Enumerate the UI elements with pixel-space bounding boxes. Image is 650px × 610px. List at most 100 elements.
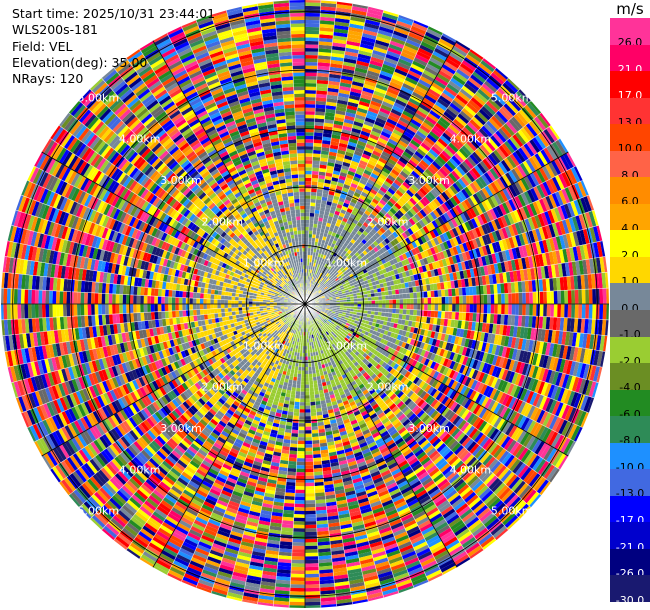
velocity-bin [391, 33, 407, 43]
velocity-bin [312, 454, 322, 459]
velocity-bin [359, 97, 372, 104]
velocity-bin [457, 178, 467, 189]
velocity-bin [343, 301, 348, 304]
velocity-bin [336, 3, 353, 10]
velocity-bin [346, 207, 353, 214]
velocity-bin [577, 181, 587, 198]
velocity-bin [346, 264, 352, 269]
velocity-bin [510, 211, 518, 224]
velocity-bin [392, 165, 402, 174]
velocity-bin [456, 214, 465, 225]
velocity-bin [340, 132, 351, 138]
velocity-bin [415, 221, 423, 230]
velocity-bin [552, 141, 564, 157]
velocity-bin [414, 192, 423, 201]
velocity-bin [404, 258, 410, 266]
velocity-bin [411, 280, 416, 287]
velocity-bin [319, 285, 323, 290]
velocity-bin [309, 212, 315, 217]
velocity-bin [327, 274, 331, 278]
velocity-bin [494, 252, 501, 264]
velocity-bin [478, 176, 488, 188]
velocity-bin [411, 240, 418, 249]
velocity-bin [316, 72, 330, 78]
velocity-bin [434, 297, 439, 304]
velocity-bin [443, 212, 451, 222]
velocity-bin [429, 283, 435, 291]
velocity-bin [402, 288, 407, 294]
velocity-bin [419, 209, 428, 218]
velocity-bin [444, 288, 449, 297]
velocity-bin [378, 279, 383, 285]
velocity-bin [424, 168, 434, 178]
velocity-bin [366, 110, 378, 118]
velocity-bin [509, 153, 520, 167]
velocity-bin [427, 60, 442, 71]
velocity-bin [436, 98, 450, 109]
velocity-bin [402, 151, 413, 160]
velocity-bin [386, 261, 392, 267]
velocity-bin [589, 258, 595, 274]
velocity-bin [475, 237, 482, 248]
velocity-bin [548, 161, 559, 177]
velocity-bin [345, 177, 353, 183]
velocity-bin [383, 180, 392, 188]
velocity-bin [449, 272, 454, 281]
velocity-bin [472, 205, 481, 217]
velocity-bin [360, 191, 369, 198]
velocity-bin [357, 301, 362, 304]
velocity-bin [313, 471, 323, 476]
velocity-bin [313, 290, 317, 294]
velocity-bin [589, 226, 597, 243]
velocity-bin [490, 263, 496, 275]
velocity-bin [305, 226, 310, 231]
velocity-bin [389, 207, 397, 215]
velocity-bin [469, 268, 475, 278]
velocity-bin [421, 121, 433, 131]
velocity-bin [500, 125, 513, 139]
velocity-bin [443, 147, 454, 158]
velocity-bin [400, 113, 412, 122]
velocity-bin [493, 283, 498, 295]
velocity-bin [421, 156, 432, 166]
velocity-bin [542, 278, 547, 292]
velocity-bin [422, 284, 428, 292]
velocity-bin [372, 49, 387, 58]
velocity-bin [340, 279, 345, 283]
velocity-bin [324, 179, 332, 184]
velocity-bin [424, 136, 436, 146]
velocity-bin [472, 71, 487, 84]
velocity-bin [550, 264, 557, 278]
velocity-bin [472, 180, 482, 192]
velocity-bin [466, 184, 476, 196]
velocity-bin [469, 207, 477, 219]
velocity-bin [515, 246, 522, 259]
velocity-bin [397, 139, 409, 149]
velocity-bin [431, 160, 442, 171]
velocity-bin [422, 97, 435, 107]
velocity-bin [545, 195, 554, 210]
velocity-bin [504, 293, 509, 304]
velocity-bin [464, 221, 472, 232]
velocity-bin [420, 272, 426, 280]
velocity-bin [436, 235, 443, 245]
velocity-bin [363, 294, 368, 298]
velocity-bin [311, 284, 314, 288]
velocity-bin [396, 304, 400, 309]
velocity-bin [501, 238, 509, 251]
velocity-bin [438, 274, 444, 283]
velocity-bin [535, 228, 543, 242]
velocity-bin [382, 97, 395, 106]
velocity-bin [403, 191, 412, 200]
velocity-bin [404, 42, 420, 51]
velocity-bin [451, 99, 464, 111]
velocity-bin [321, 283, 325, 287]
velocity-bin [571, 261, 578, 276]
velocity-bin [404, 178, 413, 187]
velocity-bin [438, 152, 449, 163]
velocity-bin [352, 176, 361, 183]
velocity-bin [326, 165, 335, 171]
velocity-bin [383, 231, 390, 238]
velocity-bin [394, 162, 404, 171]
velocity-bin [395, 313, 400, 319]
